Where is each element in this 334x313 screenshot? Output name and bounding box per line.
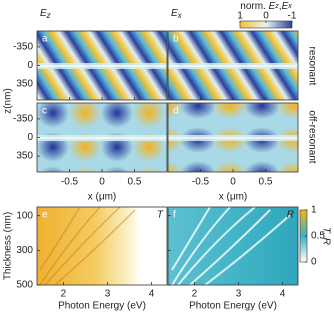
y-tick-label: 500	[16, 280, 33, 291]
x-tick-label: 3	[236, 289, 242, 300]
y-axis-label: Thickness (nm)	[3, 212, 14, 280]
colorbar-tick-label: 0.5	[311, 231, 325, 242]
x-tick-label: 4	[280, 289, 286, 300]
x-tick-label: 0.5	[259, 177, 273, 188]
colorbar-tick-label: -1	[288, 11, 297, 22]
colorbar-tick-label: 0	[311, 257, 317, 268]
x-tick-label: 2	[192, 289, 198, 300]
title-ex: Ex	[171, 8, 183, 20]
colorbar-tick-label: 1	[237, 11, 243, 22]
panel-label: e	[42, 210, 48, 221]
spectra-maps	[37, 206, 298, 286]
y-tick-label: 350	[16, 79, 33, 90]
y-tick-label: 300	[16, 245, 33, 256]
row-label: resonant	[306, 47, 317, 86]
colorbar-tick-label: 1	[311, 205, 317, 216]
x-axis-label: Photon Energy (eV)	[58, 301, 146, 312]
colorbar-label: norm. Ez,Ex	[240, 1, 292, 12]
x-tick-label: 0	[99, 177, 105, 188]
x-tick-label: 4	[149, 289, 155, 300]
row-label: off-resonant	[306, 110, 317, 163]
field-maps	[37, 31, 298, 172]
quantity-label: R	[287, 210, 294, 221]
y-tick-label: -350	[13, 114, 33, 125]
panel-label: a	[42, 34, 48, 45]
panel-label: f	[173, 210, 176, 221]
y-axis-label: z(nm)	[3, 88, 14, 114]
quantity-label: T	[157, 210, 164, 221]
colorbar-tick-label: 0	[263, 11, 269, 22]
x-tick-label: 0	[230, 177, 236, 188]
panel-label: b	[173, 34, 179, 45]
panel-label: c	[42, 106, 47, 117]
y-tick-label: -350	[13, 42, 33, 53]
title-ez: Ez	[40, 8, 51, 20]
panel-label: d	[173, 106, 179, 117]
x-tick-label: 0.5	[128, 177, 142, 188]
x-axis-label: Photon Energy (eV)	[189, 301, 277, 312]
colorbar-label: T, R	[320, 227, 331, 245]
x-tick-label: -0.5	[61, 177, 79, 188]
x-tick-label: 3	[105, 289, 111, 300]
x-axis-label: x (μm)	[219, 192, 248, 203]
y-tick-label: 100	[16, 210, 33, 221]
y-tick-label: 0	[27, 132, 33, 143]
x-tick-label: -0.5	[192, 177, 210, 188]
x-tick-label: 2	[61, 289, 67, 300]
y-tick-label: 350	[16, 151, 33, 162]
y-tick-label: 0	[27, 60, 33, 71]
x-axis-label: x (μm)	[88, 192, 117, 203]
